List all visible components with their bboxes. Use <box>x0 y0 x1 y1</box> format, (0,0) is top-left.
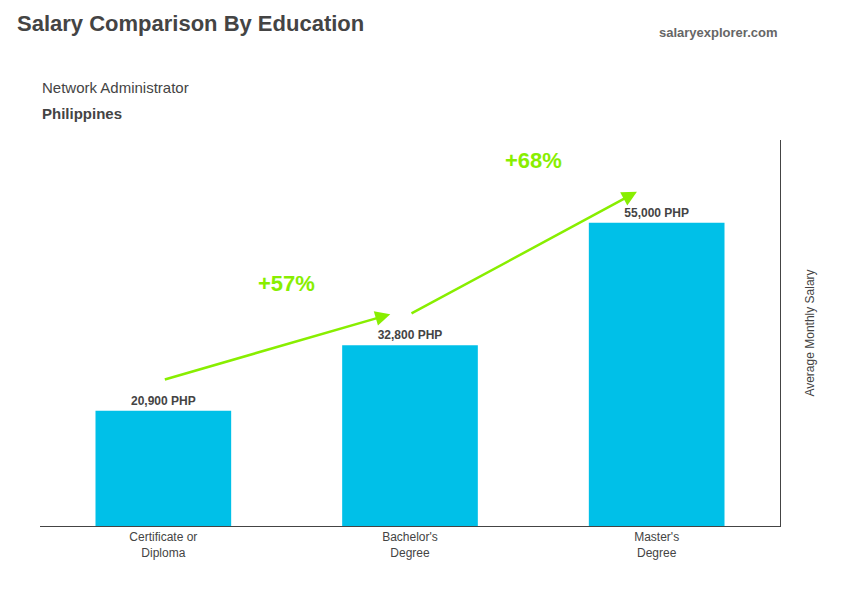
svg-text:Network Administrator: Network Administrator <box>42 79 189 96</box>
svg-text:32,800 PHP: 32,800 PHP <box>378 328 443 342</box>
svg-text:+68%: +68% <box>505 148 562 173</box>
svg-text:Bachelor'sDegree: Bachelor'sDegree <box>382 530 438 560</box>
svg-text:Certificate orDiploma: Certificate orDiploma <box>129 530 197 560</box>
svg-text:20,900 PHP: 20,900 PHP <box>131 394 196 408</box>
svg-text:salaryexplorer.com: salaryexplorer.com <box>659 25 778 40</box>
svg-text:Master'sDegree: Master'sDegree <box>634 530 679 560</box>
svg-text:+57%: +57% <box>258 271 315 296</box>
svg-text:Salary Comparison By Education: Salary Comparison By Education <box>17 11 364 36</box>
svg-text:Philippines: Philippines <box>42 105 122 122</box>
svg-text:55,000 PHP: 55,000 PHP <box>624 206 689 220</box>
svg-text:Average Monthly Salary: Average Monthly Salary <box>803 269 817 396</box>
